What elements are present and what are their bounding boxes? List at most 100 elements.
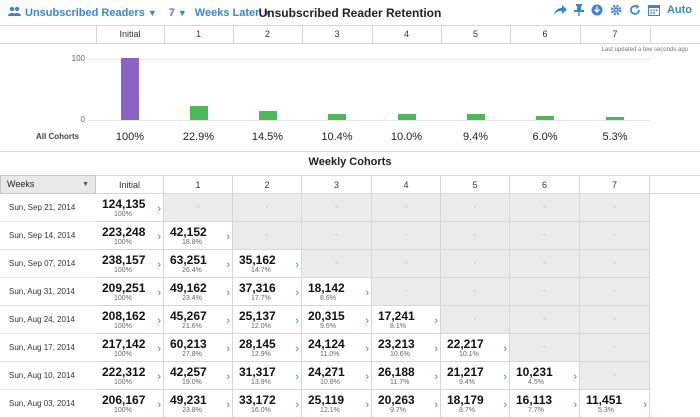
cell-percent: 8.6% — [320, 295, 336, 302]
cohort-cell[interactable]: 24,271 10.8% › — [302, 362, 372, 390]
cohort-cell[interactable]: 60,213 27.8% › — [164, 334, 233, 362]
cohort-cell[interactable]: 124,135 100% › — [96, 194, 164, 222]
chevron-right-icon[interactable]: › — [365, 399, 369, 411]
chevron-right-icon[interactable]: › — [157, 315, 161, 327]
cohort-cell[interactable]: 26,188 11.7% › — [372, 362, 441, 390]
share-icon[interactable] — [553, 4, 567, 16]
cohort-cell[interactable]: 17,241 8.1% › — [372, 306, 441, 334]
cell-percent: 27.8% — [182, 351, 202, 358]
cohort-cell[interactable]: 10,231 4.5% › — [510, 362, 580, 390]
cell-count: 18,179 — [447, 393, 484, 407]
cohort-cell[interactable]: 22,217 10.1% › — [441, 334, 510, 362]
cohort-cell[interactable]: 208,162 100% › — [96, 306, 164, 334]
cohort-column-header: 3 — [302, 175, 372, 194]
chevron-right-icon[interactable]: › — [295, 343, 299, 355]
cohort-cell[interactable]: 20,263 9.7% › — [372, 390, 441, 417]
weeks-later-dropdown[interactable]: Weeks Later ▼ — [195, 7, 272, 19]
chevron-right-icon[interactable]: › — [226, 315, 230, 327]
cohort-cell[interactable]: 21,217 9.4% › — [441, 362, 510, 390]
cohort-cell[interactable]: 63,251 26.4% › — [164, 250, 233, 278]
chevron-right-icon[interactable]: › — [157, 399, 161, 411]
weeks-sort-dropdown[interactable]: Weeks ▼ — [0, 175, 96, 194]
chevron-right-icon[interactable]: › — [434, 343, 438, 355]
chevron-right-icon[interactable]: › — [365, 343, 369, 355]
gear-icon[interactable] — [610, 4, 622, 16]
chevron-right-icon[interactable]: › — [295, 399, 299, 411]
chevron-right-icon[interactable]: › — [295, 259, 299, 271]
cell-percent: 10.8% — [320, 379, 340, 386]
cohort-cell[interactable]: 31,317 13.9% › — [233, 362, 302, 390]
cohort-cell[interactable]: 37,316 17.7% › — [233, 278, 302, 306]
cohort-cell[interactable]: 23,213 10.6% › — [372, 334, 441, 362]
chevron-right-icon[interactable]: › — [157, 371, 161, 383]
cell-count: 222,312 — [102, 365, 146, 379]
pin-icon[interactable] — [573, 4, 584, 16]
auto-date-button[interactable]: Auto — [666, 4, 692, 16]
download-icon[interactable] — [591, 4, 603, 16]
cohort-cell[interactable]: 28,145 12.9% › — [233, 334, 302, 362]
chevron-right-icon[interactable]: › — [226, 259, 230, 271]
chevron-right-icon[interactable]: › — [226, 287, 230, 299]
chevron-right-icon[interactable]: › — [295, 315, 299, 327]
cell-count: 18,142 — [308, 281, 345, 295]
chevron-right-icon[interactable]: › — [643, 399, 647, 411]
chevron-right-icon[interactable]: › — [226, 399, 230, 411]
chevron-right-icon[interactable]: › — [434, 399, 438, 411]
segment-dropdown[interactable]: Unsubscribed Readers ▼ — [25, 7, 157, 19]
cohort-cell[interactable]: 18,142 8.6% › — [302, 278, 372, 306]
chevron-right-icon[interactable]: › — [226, 343, 230, 355]
chevron-right-icon[interactable]: › — [365, 287, 369, 299]
cohort-cell[interactable]: 20,315 9.6% › — [302, 306, 372, 334]
all-cohorts-label: All Cohorts — [36, 132, 80, 141]
chevron-right-icon[interactable]: › — [365, 315, 369, 327]
cohort-cell[interactable]: 33,172 16.0% › — [233, 390, 302, 417]
cohort-cell[interactable]: 209,251 100% › — [96, 278, 164, 306]
chevron-right-icon[interactable]: › — [157, 287, 161, 299]
column-divider — [650, 26, 651, 44]
chevron-right-icon[interactable]: › — [226, 371, 230, 383]
chevron-right-icon[interactable]: › — [434, 315, 438, 327]
chevron-right-icon[interactable]: › — [157, 343, 161, 355]
cohort-cell[interactable]: 238,157 100% › — [96, 250, 164, 278]
cohort-cell[interactable]: 223,248 100% › — [96, 222, 164, 250]
cohort-cell[interactable]: 24,124 11.0% › — [302, 334, 372, 362]
chevron-right-icon[interactable]: › — [295, 371, 299, 383]
refresh-icon[interactable] — [629, 4, 641, 16]
chevron-right-icon[interactable]: › — [434, 371, 438, 383]
cohort-cell[interactable]: 206,167 100% › — [96, 390, 164, 417]
chevron-right-icon[interactable]: › — [503, 399, 507, 411]
chevron-right-icon[interactable]: › — [157, 259, 161, 271]
divider — [0, 151, 700, 152]
cohort-cell[interactable]: 16,113 7.7% › — [510, 390, 580, 417]
chevron-right-icon[interactable]: › — [503, 343, 507, 355]
cohort-cell[interactable]: 42,257 19.0% › — [164, 362, 233, 390]
cohort-cell[interactable]: 222,312 100% › — [96, 362, 164, 390]
cell-count: 17,241 — [378, 309, 415, 323]
calendar-icon[interactable] — [647, 4, 660, 16]
cohort-cell[interactable]: 217,142 100% › — [96, 334, 164, 362]
cohort-cell[interactable]: 45,267 21.6% › — [164, 306, 233, 334]
cohort-cell[interactable]: 25,119 12.1% › — [302, 390, 372, 417]
column-divider — [580, 26, 581, 44]
chevron-right-icon[interactable]: › — [365, 371, 369, 383]
chevron-right-icon[interactable]: › — [226, 231, 230, 243]
cohort-cell[interactable]: 49,162 23.4% › — [164, 278, 233, 306]
chevron-right-icon[interactable]: › — [503, 371, 507, 383]
cohort-cell[interactable]: 11,451 5.3% › — [580, 390, 650, 417]
cohort-cell[interactable]: 49,231 23.8% › — [164, 390, 233, 417]
cohort-cell[interactable]: 18,179 8.7% › — [441, 390, 510, 417]
chevron-right-icon[interactable]: › — [157, 231, 161, 243]
cohort-cell[interactable]: 35,162 14.7% › — [233, 250, 302, 278]
empty-cell: - — [441, 250, 510, 278]
chevron-right-icon[interactable]: › — [157, 203, 161, 215]
chevron-right-icon[interactable]: › — [573, 399, 577, 411]
cell-count: 20,315 — [308, 309, 345, 323]
cohort-cell[interactable]: 25,137 12.0% › — [233, 306, 302, 334]
chevron-right-icon[interactable]: › — [295, 287, 299, 299]
row-divider — [0, 221, 96, 222]
chevron-right-icon[interactable]: › — [573, 371, 577, 383]
cell-percent: 7.7% — [528, 407, 544, 414]
cell-count: 42,152 — [170, 225, 207, 239]
weeks-count-dropdown[interactable]: 7 ▼ — [169, 7, 187, 19]
cohort-cell[interactable]: 42,152 18.8% › — [164, 222, 233, 250]
